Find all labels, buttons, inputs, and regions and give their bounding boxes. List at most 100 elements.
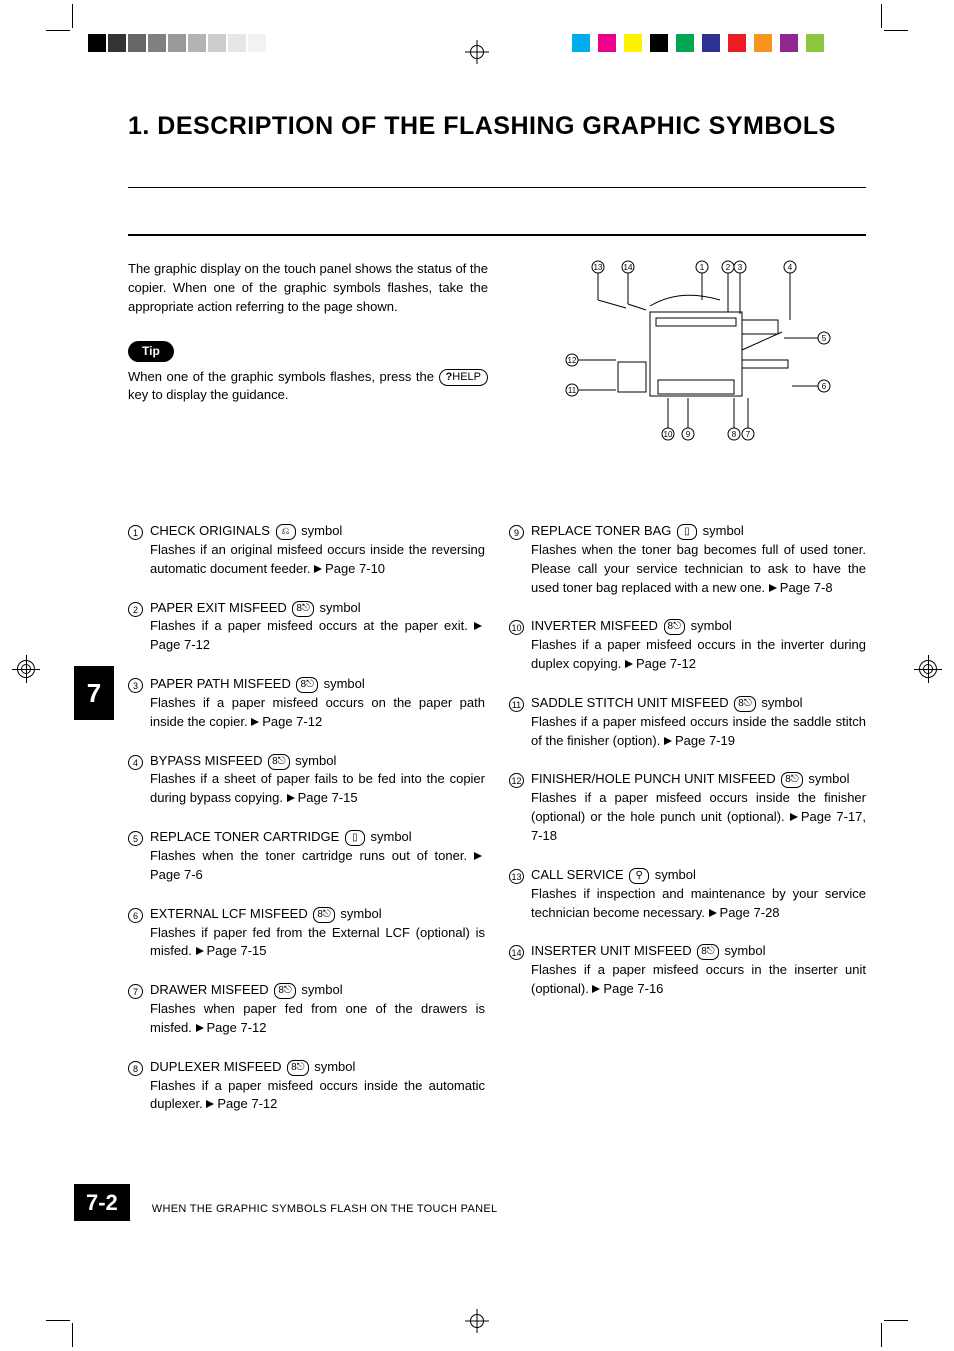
symbol-item: 5REPLACE TONER CARTRIDGE ▯ symbolFlashes… — [128, 828, 485, 885]
symbol-icon: 8⎋ — [781, 772, 802, 788]
svg-text:1: 1 — [700, 263, 705, 272]
page-arrow-icon — [769, 584, 777, 592]
item-page: Page 7-8 — [780, 580, 833, 595]
svg-text:11: 11 — [568, 386, 577, 395]
item-desc: Flashes if a paper misfeed occurs inside… — [531, 713, 866, 751]
svg-text:2: 2 — [726, 263, 731, 272]
symbol-icon: ⎌ — [276, 524, 296, 540]
svg-text:5: 5 — [822, 334, 827, 343]
symbol-item: 10INVERTER MISFEED 8⎋ symbolFlashes if a… — [509, 617, 866, 674]
item-desc: Flashes when paper fed from one of the d… — [150, 1000, 485, 1038]
help-key: ??HELPHELP — [439, 369, 488, 387]
page-arrow-icon — [709, 909, 717, 917]
tip-badge: Tip — [128, 341, 174, 362]
item-desc: Flashes if inspection and maintenance by… — [531, 885, 866, 923]
symbol-item: 3PAPER PATH MISFEED 8⎋ symbolFlashes if … — [128, 675, 485, 732]
symbol-item: 14INSERTER UNIT MISFEED 8⎋ symbolFlashes… — [509, 942, 866, 999]
item-number: 5 — [128, 828, 150, 885]
page-arrow-icon — [206, 1100, 214, 1108]
symbol-list-left: 1CHECK ORIGINALS ⎌ symbolFlashes if an o… — [128, 522, 485, 1134]
symbol-icon: 8⎋ — [274, 983, 295, 999]
page-arrow-icon — [625, 660, 633, 668]
item-page: Page 7-12 — [217, 1096, 277, 1111]
item-number: 1 — [128, 522, 150, 579]
item-title: CALL SERVICE ⚲ symbol — [531, 866, 866, 885]
item-desc: Flashes if a paper misfeed occurs inside… — [531, 789, 866, 846]
item-desc: Flashes if a sheet of paper fails to be … — [150, 770, 485, 808]
svg-text:10: 10 — [664, 430, 673, 439]
copier-diagram: 1234567891011121314 — [528, 260, 848, 450]
symbol-list-right: 9REPLACE TONER BAG ▯ symbolFlashes when … — [509, 522, 866, 1134]
chapter-side-tab: 7 — [74, 666, 114, 720]
item-number: 14 — [509, 942, 531, 999]
item-title: INVERTER MISFEED 8⎋ symbol — [531, 617, 866, 636]
symbol-item: 8DUPLEXER MISFEED 8⎋ symbolFlashes if a … — [128, 1058, 485, 1115]
svg-text:13: 13 — [594, 263, 603, 272]
page-arrow-icon — [592, 985, 600, 993]
item-title: REPLACE TONER CARTRIDGE ▯ symbol — [150, 828, 485, 847]
item-desc: Flashes if a paper misfeed occurs inside… — [150, 1077, 485, 1115]
item-title: PAPER PATH MISFEED 8⎋ symbol — [150, 675, 485, 694]
item-title: DRAWER MISFEED 8⎋ symbol — [150, 981, 485, 1000]
tip-text-1: When one of the graphic symbols flashes,… — [128, 369, 439, 384]
symbol-item: 6EXTERNAL LCF MISFEED 8⎋ symbolFlashes i… — [128, 905, 485, 962]
item-page: Page 7-12 — [150, 637, 210, 652]
svg-text:9: 9 — [686, 430, 691, 439]
item-desc: Flashes if a paper misfeed occurs in the… — [531, 961, 866, 999]
svg-text:6: 6 — [822, 382, 827, 391]
symbol-icon: 8⎋ — [296, 677, 317, 693]
symbol-icon: ▯ — [345, 830, 365, 846]
page-arrow-icon — [474, 852, 482, 860]
item-page: Page 7-28 — [720, 905, 780, 920]
symbol-item: 9REPLACE TONER BAG ▯ symbolFlashes when … — [509, 522, 866, 597]
page-arrow-icon — [474, 622, 482, 630]
item-title: REPLACE TONER BAG ▯ symbol — [531, 522, 866, 541]
item-page: Page 7-12 — [636, 656, 696, 671]
item-title: EXTERNAL LCF MISFEED 8⎋ symbol — [150, 905, 485, 924]
svg-text:3: 3 — [738, 263, 743, 272]
page-arrow-icon — [196, 947, 204, 955]
svg-text:7: 7 — [746, 430, 751, 439]
symbol-icon: 8⎋ — [697, 944, 718, 960]
item-desc: Flashes if a paper misfeed occurs in the… — [531, 636, 866, 674]
chapter-title-block: 1. DESCRIPTION OF THE FLASHING GRAPHIC S… — [128, 112, 866, 188]
symbol-item: 12FINISHER/HOLE PUNCH UNIT MISFEED 8⎋ sy… — [509, 770, 866, 845]
page-arrow-icon — [314, 565, 322, 573]
item-number: 7 — [128, 981, 150, 1038]
symbol-icon: ⚲ — [629, 868, 649, 884]
item-number: 3 — [128, 675, 150, 732]
symbol-item: 4BYPASS MISFEED 8⎋ symbolFlashes if a sh… — [128, 752, 485, 809]
item-number: 10 — [509, 617, 531, 674]
item-desc: Flashes when the toner cartridge runs ou… — [150, 847, 485, 885]
item-title: INSERTER UNIT MISFEED 8⎋ symbol — [531, 942, 866, 961]
tip-text-2: key to display the guidance. — [128, 387, 288, 402]
page-arrow-icon — [287, 794, 295, 802]
symbol-icon: 8⎋ — [287, 1060, 308, 1076]
item-page: Page 7-19 — [675, 733, 735, 748]
tip-text: When one of the graphic symbols flashes,… — [128, 368, 488, 406]
item-title: CHECK ORIGINALS ⎌ symbol — [150, 522, 485, 541]
item-page: Page 7-12 — [207, 1020, 267, 1035]
item-desc: Flashes if an original misfeed occurs in… — [150, 541, 485, 579]
item-title: FINISHER/HOLE PUNCH UNIT MISFEED 8⎋ symb… — [531, 770, 866, 789]
symbol-item: 11SADDLE STITCH UNIT MISFEED 8⎋ symbolFl… — [509, 694, 866, 751]
item-page: Page 7-15 — [298, 790, 358, 805]
item-number: 12 — [509, 770, 531, 845]
svg-text:14: 14 — [624, 263, 633, 272]
symbol-icon: 8⎋ — [268, 754, 289, 770]
symbol-icon: 8⎋ — [292, 601, 313, 617]
item-title: PAPER EXIT MISFEED 8⎋ symbol — [150, 599, 485, 618]
svg-text:4: 4 — [788, 263, 793, 272]
intro-text: The graphic display on the touch panel s… — [128, 260, 488, 317]
page-arrow-icon — [196, 1024, 204, 1032]
item-number: 13 — [509, 866, 531, 923]
symbol-item: 2PAPER EXIT MISFEED 8⎋ symbolFlashes if … — [128, 599, 485, 656]
item-number: 4 — [128, 752, 150, 809]
item-page: Page 7-10 — [325, 561, 385, 576]
item-desc: Flashes if paper fed from the External L… — [150, 924, 485, 962]
svg-text:12: 12 — [568, 356, 577, 365]
item-desc: Flashes when the toner bag becomes full … — [531, 541, 866, 598]
page-footer: 7-2 WHEN THE GRAPHIC SYMBOLS FLASH ON TH… — [74, 1184, 497, 1221]
chapter-title: 1. DESCRIPTION OF THE FLASHING GRAPHIC S… — [128, 112, 866, 141]
symbol-icon: 8⎋ — [734, 696, 755, 712]
